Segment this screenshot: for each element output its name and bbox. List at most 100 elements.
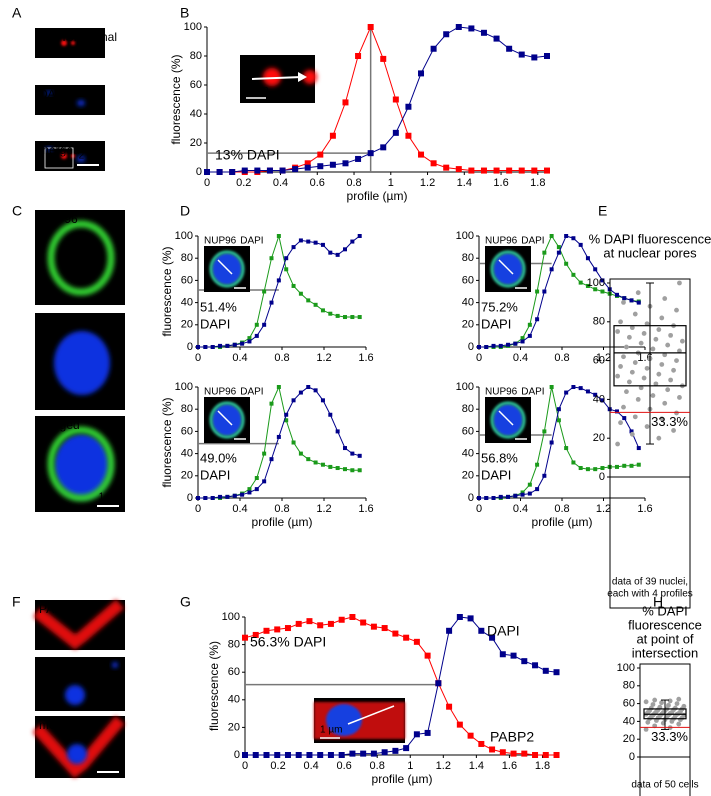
- data-point: [635, 290, 641, 296]
- inset-arrow: [217, 259, 233, 275]
- data-point: [668, 377, 674, 383]
- data-point: [455, 24, 462, 30]
- data-point: [493, 35, 500, 42]
- x-tick-label: 0.8: [346, 177, 361, 189]
- data-point: [542, 289, 547, 294]
- data-point: [571, 236, 576, 241]
- pabp2-signal: [32, 716, 125, 779]
- inset-dapi: [326, 704, 362, 736]
- data-point: [240, 492, 245, 497]
- data-point: [520, 492, 525, 497]
- data-point: [269, 457, 274, 462]
- data-point: [241, 167, 248, 174]
- data-point: [276, 434, 281, 439]
- panel-label: B: [180, 5, 189, 21]
- data-point: [585, 256, 590, 261]
- data-point: [252, 631, 259, 638]
- data-point: [456, 721, 463, 728]
- data-point: [518, 51, 525, 58]
- y-tick-label: 100: [456, 381, 474, 393]
- footnote-frame: [639, 756, 691, 796]
- data-point: [621, 404, 626, 410]
- y-tick-label: 40: [462, 297, 474, 309]
- data-point: [629, 298, 634, 303]
- legend-label: NUP96: [485, 387, 518, 398]
- y-axis-label: fluorescence (%): [160, 246, 174, 336]
- micrograph-content: [44, 147, 85, 169]
- data-point: [478, 627, 485, 634]
- y-tick-label: 20: [462, 319, 474, 331]
- data-point: [674, 701, 680, 706]
- data-point: [513, 493, 518, 498]
- data-point: [544, 167, 550, 174]
- data-point: [622, 463, 627, 468]
- x-tick-label: 0: [204, 177, 210, 189]
- data-point: [203, 496, 208, 500]
- data-point: [284, 412, 289, 417]
- x-tick-label: 1.6: [358, 503, 373, 515]
- data-point: [413, 731, 420, 738]
- data-point: [489, 746, 496, 753]
- data-point: [229, 169, 236, 175]
- x-tick-label: 0: [195, 503, 201, 515]
- y-tick-label: 60: [462, 425, 474, 437]
- data-point: [210, 345, 215, 349]
- data-point: [600, 398, 605, 403]
- inset-rim: [209, 250, 245, 288]
- annotation: 56.8%: [481, 450, 518, 465]
- nuclear-rim: [47, 426, 115, 502]
- annotation: 49.0%: [200, 450, 237, 465]
- micrograph-content: [33, 599, 124, 650]
- x-tick-label: 0.8: [554, 352, 569, 364]
- data-point: [360, 750, 367, 757]
- y-tick-label: 100: [587, 277, 605, 289]
- data-point: [636, 462, 641, 467]
- chart-title: at nuclear pores: [603, 245, 697, 260]
- data-point: [304, 164, 311, 171]
- x-tick-label: 0.6: [337, 760, 352, 772]
- data-point: [247, 487, 252, 492]
- data-point: [263, 627, 270, 634]
- data-point: [306, 239, 311, 244]
- data-point: [632, 311, 638, 317]
- data-point: [659, 362, 665, 367]
- data-point: [531, 54, 538, 61]
- x-tick-label: 1: [388, 177, 394, 189]
- data-point: [306, 618, 313, 625]
- y-tick-label: 0: [234, 749, 240, 761]
- micrograph-content: [61, 40, 75, 46]
- data-point: [295, 620, 302, 627]
- micrograph: [35, 28, 105, 58]
- data-point: [342, 99, 349, 106]
- x-tick-label: 1.2: [316, 352, 331, 364]
- x-tick-label: 1.8: [530, 177, 545, 189]
- data-point: [320, 308, 325, 313]
- data-point: [355, 53, 362, 59]
- data-point: [430, 160, 437, 167]
- y-tick-label: 20: [462, 470, 474, 482]
- y-tick-label: 80: [181, 252, 193, 264]
- data-point: [542, 667, 549, 674]
- inset-arrowhead: [298, 72, 307, 82]
- data-point: [196, 345, 200, 349]
- data-point: [622, 416, 627, 421]
- data-point: [329, 161, 336, 168]
- data-point: [480, 167, 487, 174]
- data-point: [671, 428, 676, 433]
- data-point: [484, 345, 489, 349]
- data-point: [618, 420, 623, 426]
- data-point: [638, 340, 644, 346]
- data-point: [615, 373, 620, 379]
- y-tick-label: 40: [181, 297, 193, 309]
- data-point: [681, 703, 687, 709]
- x-tick-label: 0.4: [513, 352, 528, 364]
- data-point: [641, 375, 647, 381]
- data-point: [446, 703, 453, 710]
- data-point: [381, 625, 388, 632]
- dapi-signal: [65, 685, 85, 705]
- scale-bar-label: 1 µm: [99, 492, 121, 503]
- data-point: [313, 302, 318, 307]
- y-tick-label: 80: [228, 639, 240, 651]
- data-point: [478, 740, 485, 747]
- data-point: [676, 696, 682, 702]
